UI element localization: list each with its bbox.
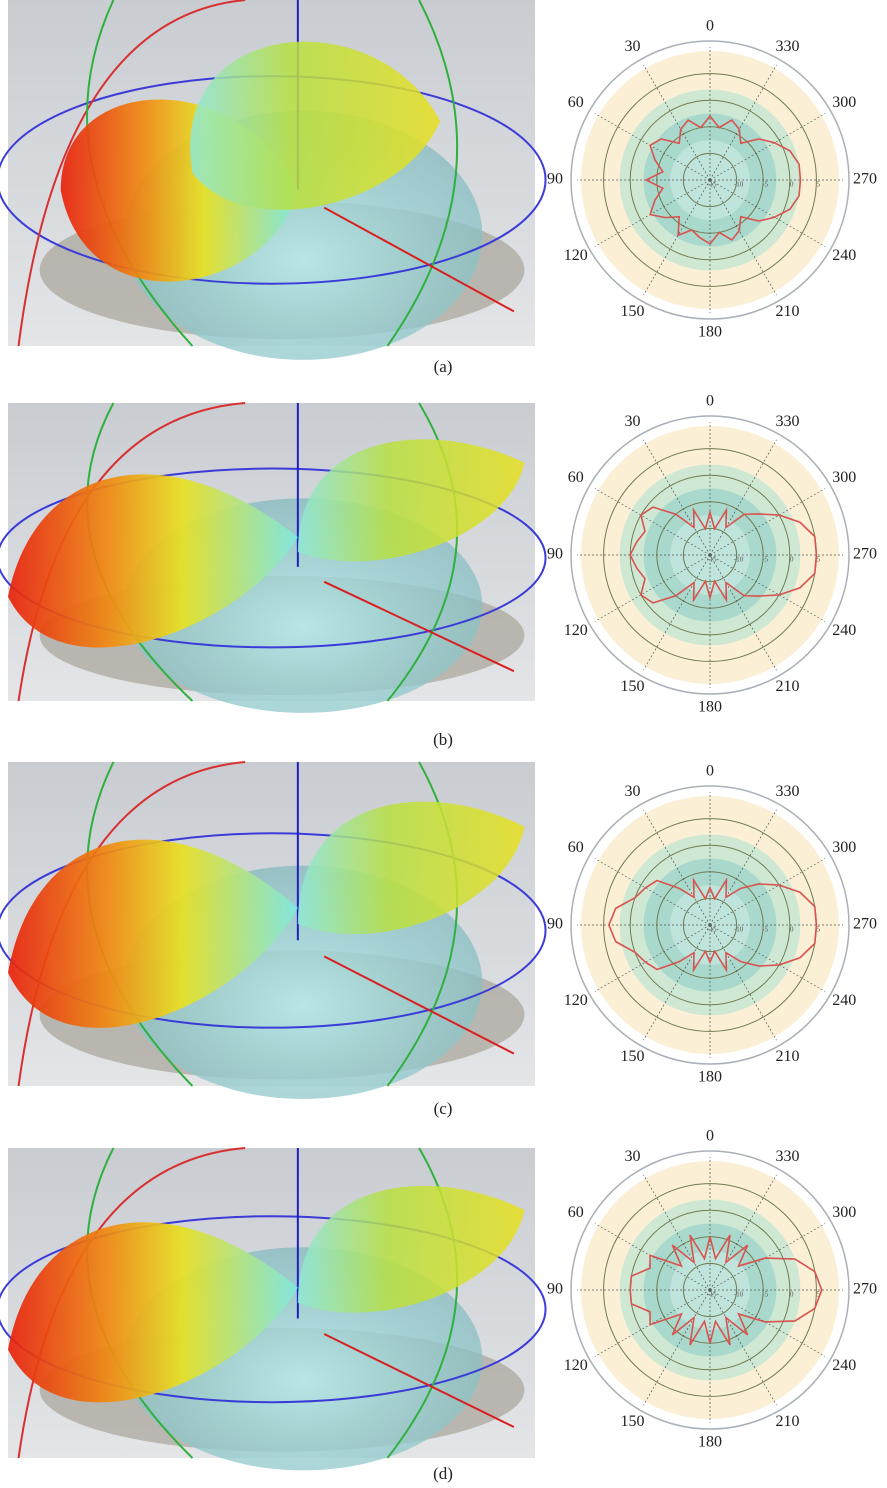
theta-tick-label: 270 [853,916,877,933]
theta-tick-label: 330 [776,413,800,430]
theta-tick-label: 240 [832,1357,856,1374]
theta-tick-label: 330 [776,1148,800,1165]
r-tick-label: 0 [790,1291,794,1299]
theta-tick-label: 60 [568,839,584,856]
theta-tick-label: 150 [621,1048,645,1065]
theta-tick-label: 30 [625,413,641,430]
theta-tick-label: 60 [568,1204,584,1221]
theta-tick-label: 120 [564,247,588,264]
theta-tick-label: 300 [832,1204,856,1221]
theta-tick-label: 180 [698,324,722,341]
theta-tick-label: 0 [706,1128,714,1145]
theta-tick-label: 300 [832,94,856,111]
caption: (a) [434,357,453,376]
r-tick-label: -10 [734,556,744,564]
theta-tick-label: 270 [853,546,877,563]
pattern-3d-image [0,403,546,713]
theta-tick-label: 0 [706,18,714,35]
theta-tick-label: 180 [698,1434,722,1451]
theta-tick-label: 120 [564,1357,588,1374]
r-tick-label: 5 [817,926,821,934]
r-tick-label: -5 [762,926,768,934]
theta-tick-label: 300 [832,839,856,856]
theta-tick-label: 0 [706,393,714,410]
pattern-3d-image [0,0,546,360]
r-tick-label: -5 [762,181,768,189]
theta-tick-label: 210 [776,1048,800,1065]
theta-tick-label: 240 [832,992,856,1009]
r-tick-label: 5 [817,556,821,564]
theta-tick-label: 270 [853,1281,877,1298]
theta-tick-label: 180 [698,699,722,716]
r-tick-label: -15 [707,1291,717,1299]
r-tick-label: 0 [790,926,794,934]
figure: -15-10-505030609012015018021024027030033… [0,0,887,1488]
theta-tick-label: 210 [776,1413,800,1430]
r-tick-label: 5 [817,181,821,189]
r-tick-label: -10 [734,181,744,189]
theta-tick-label: 60 [568,94,584,111]
theta-tick-label: 150 [621,678,645,695]
caption: (b) [433,730,453,749]
theta-tick-label: 120 [564,622,588,639]
theta-tick-label: 210 [776,303,800,320]
r-tick-label: 0 [790,556,794,564]
r-tick-label: -10 [734,1291,744,1299]
theta-tick-label: 90 [547,1281,563,1298]
theta-tick-label: 0 [706,763,714,780]
theta-tick-label: 150 [621,303,645,320]
theta-tick-label: 30 [625,1148,641,1165]
caption: (c) [434,1099,453,1118]
theta-tick-label: 90 [547,546,563,563]
r-tick-label: -10 [734,926,744,934]
r-tick-label: -5 [762,1291,768,1299]
theta-tick-label: 330 [776,783,800,800]
pattern-3d-image [0,762,546,1099]
theta-tick-label: 330 [776,38,800,55]
page: {"chart_data": [ {"type": "polar", "capt… [0,0,887,1488]
theta-tick-label: 300 [832,469,856,486]
theta-tick-label: 60 [568,469,584,486]
r-tick-label: 0 [790,181,794,189]
caption: (d) [433,1464,453,1483]
r-tick-label: -5 [762,556,768,564]
theta-tick-label: 30 [625,783,641,800]
r-tick-label: -15 [707,556,717,564]
theta-tick-label: 30 [625,38,641,55]
theta-tick-label: 210 [776,678,800,695]
pattern-3d-image [0,1148,546,1470]
r-tick-label: -15 [707,926,717,934]
theta-tick-label: 90 [547,171,563,188]
theta-tick-label: 240 [832,247,856,264]
theta-tick-label: 120 [564,992,588,1009]
theta-tick-label: 180 [698,1069,722,1086]
theta-tick-label: 270 [853,171,877,188]
theta-tick-label: 240 [832,622,856,639]
r-tick-label: -15 [707,181,717,189]
theta-tick-label: 90 [547,916,563,933]
theta-tick-label: 150 [621,1413,645,1430]
